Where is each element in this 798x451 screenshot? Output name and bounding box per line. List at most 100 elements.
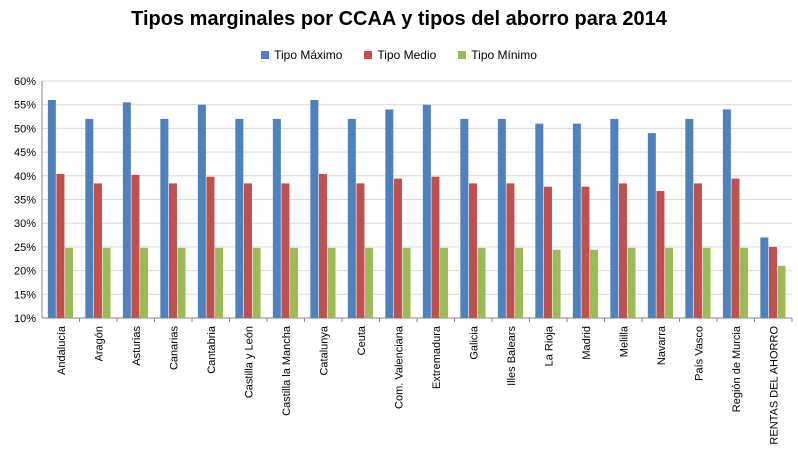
bar-max xyxy=(760,237,769,318)
legend-item-min: Tipo Mínimo xyxy=(458,48,537,62)
bar-min xyxy=(177,247,186,318)
bar-medio xyxy=(318,173,327,318)
bar-min xyxy=(215,247,224,318)
bar-medio xyxy=(693,183,702,318)
bar-medio xyxy=(543,186,552,318)
bar-max xyxy=(385,109,394,318)
x-tick-label: Asturias xyxy=(131,326,143,366)
x-tick-label: Com. Valenciana xyxy=(393,325,405,409)
bar-max xyxy=(572,123,581,318)
bar-max xyxy=(122,102,131,318)
bar-medio xyxy=(281,183,290,318)
bar-medio xyxy=(93,183,102,318)
legend-label-min: Tipo Mínimo xyxy=(471,48,537,62)
bar-min xyxy=(665,247,674,318)
bar-medio xyxy=(393,178,402,318)
x-tick-label: Cantabria xyxy=(206,325,218,374)
bar-min xyxy=(477,247,486,318)
x-tick-label: Madrid xyxy=(581,326,593,360)
bar-min xyxy=(252,247,261,318)
x-tick-label: Illes Balears xyxy=(506,326,518,386)
x-tick-label: Canarias xyxy=(168,326,180,371)
bar-min xyxy=(627,247,636,318)
bar-medio xyxy=(356,183,365,318)
bar-min xyxy=(290,247,299,318)
y-tick-label: 15% xyxy=(14,289,36,301)
bar-max xyxy=(647,133,656,318)
y-tick-label: 35% xyxy=(14,195,36,207)
bar-medio xyxy=(506,183,515,318)
x-tick-label: Castilla y León xyxy=(243,326,255,398)
bar-min xyxy=(65,247,74,318)
bar-max xyxy=(685,118,694,318)
x-tick-label: RENTAS DEL AHORRO xyxy=(768,326,780,445)
x-tick-label: Melilla xyxy=(618,325,630,357)
bar-medio xyxy=(618,183,627,318)
y-tick-label: 30% xyxy=(14,218,36,230)
bar-min xyxy=(402,247,411,318)
x-tick-label: Región de Murcia xyxy=(731,325,743,412)
x-tick-label: Extremadura xyxy=(431,325,443,389)
y-tick-label: 50% xyxy=(14,123,36,135)
legend-item-medio: Tipo Medio xyxy=(364,48,436,62)
y-tick-label: 20% xyxy=(14,266,36,278)
bar-min xyxy=(440,247,449,318)
bar-min xyxy=(515,247,524,318)
bar-max xyxy=(722,109,731,318)
bar-medio xyxy=(206,176,215,318)
bar-max xyxy=(497,118,506,318)
bar-medio xyxy=(656,190,665,318)
y-tick-label: 55% xyxy=(14,100,36,112)
y-tick-label: 60% xyxy=(14,76,36,88)
x-tick-label: País Vasco xyxy=(693,326,705,381)
bar-medio xyxy=(168,183,177,318)
bar-max xyxy=(272,118,281,318)
y-tick-label: 10% xyxy=(14,313,36,325)
x-tick-label: Navarra xyxy=(656,325,668,365)
legend-swatch-min xyxy=(458,51,467,59)
x-tick-label: Andalucía xyxy=(56,325,68,375)
x-tick-label: Aragón xyxy=(93,326,105,361)
bar-medio xyxy=(581,186,590,318)
bar-max xyxy=(197,104,206,318)
bar-min xyxy=(740,247,749,318)
bar-medio xyxy=(243,183,252,318)
bar-min xyxy=(702,247,711,318)
bar-medio xyxy=(468,183,477,318)
bar-min xyxy=(552,249,561,318)
bar-max xyxy=(85,118,94,318)
bar-max xyxy=(347,118,356,318)
bar-max xyxy=(422,104,431,318)
bar-max xyxy=(610,118,619,318)
legend-label-medio: Tipo Medio xyxy=(377,48,437,62)
legend: Tipo Máximo Tipo Medio Tipo Mínimo xyxy=(0,48,798,62)
legend-label-max: Tipo Máximo xyxy=(274,48,343,62)
legend-swatch-max xyxy=(261,51,270,59)
y-tick-label: 25% xyxy=(14,242,36,254)
bar-max xyxy=(310,99,319,319)
legend-item-max: Tipo Máximo xyxy=(261,48,342,62)
bar-medio xyxy=(768,246,777,318)
y-tick-label: 40% xyxy=(14,171,36,183)
bar-min xyxy=(102,247,111,318)
bar-max xyxy=(160,118,169,318)
bar-medio xyxy=(731,178,740,318)
bar-medio xyxy=(131,174,140,318)
bar-min xyxy=(590,249,599,318)
bar-max xyxy=(460,118,469,318)
x-tick-label: Castilla la Mancha xyxy=(281,325,293,416)
bar-min xyxy=(140,247,149,318)
x-tick-label: Ceuta xyxy=(356,325,368,355)
x-tick-label: La Rioja xyxy=(543,325,555,366)
x-tick-label: Galicia xyxy=(468,325,480,360)
bar-max xyxy=(535,123,544,318)
bar-medio xyxy=(56,173,65,318)
chart-title: Tipos marginales por CCAA y tipos del ab… xyxy=(131,8,667,30)
bar-min xyxy=(777,265,786,318)
y-tick-label: 45% xyxy=(14,147,36,159)
bar-medio xyxy=(431,176,440,318)
bar-min xyxy=(327,247,336,318)
bar-max xyxy=(235,118,244,318)
